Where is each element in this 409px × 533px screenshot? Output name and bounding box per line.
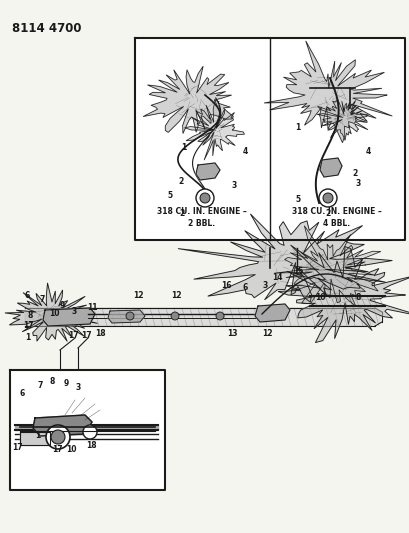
Text: 10: 10 [49,309,59,318]
Text: 14: 14 [271,273,281,282]
Circle shape [51,430,65,444]
Text: 1: 1 [35,431,40,440]
Text: 10: 10 [65,445,76,454]
Polygon shape [319,158,341,177]
Text: 4: 4 [242,148,247,157]
Text: 6: 6 [242,282,247,292]
Text: 12: 12 [133,290,143,300]
Polygon shape [277,245,409,343]
Text: 3: 3 [262,280,267,289]
Text: 15: 15 [292,268,302,277]
Text: 17: 17 [52,445,62,454]
Text: 1: 1 [294,124,300,133]
Text: 2: 2 [178,176,183,185]
Text: 12: 12 [261,328,272,337]
Text: 16: 16 [220,280,231,289]
Text: 7: 7 [39,295,45,304]
Circle shape [196,189,213,207]
Text: 8: 8 [355,294,360,303]
Polygon shape [43,308,95,326]
Circle shape [318,189,336,207]
Text: 8: 8 [49,376,54,385]
Circle shape [46,425,70,449]
Text: 11: 11 [87,303,97,312]
Text: 8: 8 [27,311,33,319]
Text: 7: 7 [37,381,43,390]
Polygon shape [264,41,391,143]
Text: 2: 2 [179,209,184,219]
Text: 10: 10 [314,294,324,303]
Text: 6: 6 [19,389,25,398]
Circle shape [171,312,179,320]
Text: 5: 5 [295,195,300,204]
Polygon shape [254,304,289,322]
Polygon shape [143,66,233,133]
Text: 1: 1 [181,143,186,152]
Polygon shape [33,415,92,436]
Polygon shape [317,99,367,140]
Circle shape [216,312,223,320]
Circle shape [126,312,134,320]
Text: 18: 18 [94,328,105,337]
Text: 9: 9 [59,301,65,310]
Text: 13: 13 [226,328,237,337]
Polygon shape [15,425,157,430]
Polygon shape [196,163,220,180]
Circle shape [322,193,332,203]
Text: 3: 3 [231,182,236,190]
Text: 3: 3 [355,180,360,189]
Text: 9: 9 [63,378,68,387]
Polygon shape [9,373,130,437]
Circle shape [83,425,97,439]
Polygon shape [184,101,244,160]
Text: 4: 4 [364,147,370,156]
Text: 2: 2 [351,169,357,179]
Text: 318 CU. IN. ENGINE –
2 BBL.: 318 CU. IN. ENGINE – 2 BBL. [157,207,246,228]
Circle shape [200,193,209,203]
Polygon shape [178,214,391,302]
Text: 12: 12 [170,290,181,300]
Polygon shape [10,370,164,490]
Text: 1: 1 [25,333,31,342]
Text: 17: 17 [22,320,33,329]
Polygon shape [5,283,97,341]
Text: 6: 6 [24,290,29,300]
Polygon shape [25,308,379,326]
Text: 5: 5 [167,191,172,200]
Text: 18: 18 [85,441,96,450]
Text: 2: 2 [325,209,330,219]
Text: 17: 17 [67,330,78,340]
Text: 318 CU. IN. ENGINE –
4 BBL.: 318 CU. IN. ENGINE – 4 BBL. [291,207,381,228]
Polygon shape [135,38,404,240]
Text: 3: 3 [75,383,81,392]
Polygon shape [274,226,380,306]
Text: 8114 4700: 8114 4700 [12,22,81,35]
Polygon shape [108,310,145,323]
Text: 17: 17 [81,330,91,340]
Text: 3: 3 [71,308,76,317]
Polygon shape [20,432,50,445]
Text: 17: 17 [12,442,22,451]
